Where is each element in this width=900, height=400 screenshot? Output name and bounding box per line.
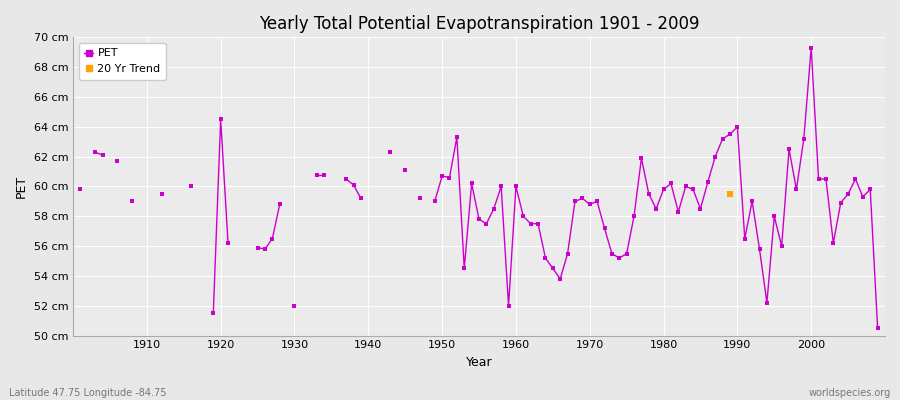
- Point: [782, 146, 796, 152]
- Point: [826, 240, 841, 246]
- Point: [686, 186, 700, 193]
- Point: [516, 213, 530, 220]
- Point: [110, 158, 124, 164]
- Point: [804, 44, 818, 51]
- Point: [317, 171, 331, 178]
- Point: [833, 200, 848, 206]
- Point: [649, 206, 663, 212]
- Text: Latitude 47.75 Longitude -84.75: Latitude 47.75 Longitude -84.75: [9, 388, 166, 398]
- Point: [257, 246, 272, 252]
- Point: [273, 201, 287, 208]
- Point: [575, 195, 590, 202]
- Point: [287, 302, 302, 309]
- Point: [538, 255, 553, 261]
- Point: [634, 155, 649, 161]
- Point: [561, 250, 575, 257]
- Point: [442, 174, 456, 181]
- Point: [501, 302, 516, 309]
- Point: [266, 236, 280, 242]
- Point: [428, 198, 442, 204]
- Point: [642, 191, 656, 197]
- Point: [206, 310, 220, 316]
- Point: [745, 198, 760, 204]
- Point: [531, 220, 545, 227]
- Point: [671, 209, 686, 215]
- Point: [796, 136, 811, 142]
- Point: [545, 265, 560, 272]
- Point: [568, 198, 582, 204]
- Point: [598, 225, 612, 232]
- Point: [760, 300, 774, 306]
- Text: worldspecies.org: worldspecies.org: [809, 388, 891, 398]
- Point: [508, 183, 523, 190]
- Point: [435, 173, 449, 179]
- Point: [472, 216, 486, 222]
- Point: [856, 194, 870, 200]
- Point: [184, 183, 198, 190]
- Point: [220, 240, 235, 246]
- Point: [125, 198, 140, 204]
- Point: [738, 236, 752, 242]
- Point: [730, 124, 744, 130]
- Point: [663, 180, 678, 187]
- Point: [73, 186, 87, 193]
- Point: [679, 183, 693, 190]
- Point: [812, 176, 826, 182]
- Point: [450, 134, 464, 140]
- Point: [819, 176, 833, 182]
- Point: [582, 201, 597, 208]
- Point: [310, 171, 324, 178]
- Point: [775, 243, 789, 249]
- Point: [612, 255, 626, 261]
- Point: [752, 246, 767, 252]
- Point: [479, 220, 493, 227]
- Point: [494, 183, 508, 190]
- Point: [590, 198, 604, 204]
- Point: [354, 195, 368, 202]
- Legend: PET, 20 Yr Trend: PET, 20 Yr Trend: [78, 43, 166, 80]
- Point: [88, 149, 103, 155]
- Point: [656, 186, 670, 193]
- Point: [863, 186, 878, 193]
- Point: [398, 167, 412, 173]
- Point: [700, 179, 715, 185]
- X-axis label: Year: Year: [465, 356, 492, 369]
- Point: [605, 250, 619, 257]
- Point: [723, 131, 737, 138]
- Point: [849, 176, 863, 182]
- Y-axis label: PET: PET: [15, 175, 28, 198]
- Point: [413, 195, 428, 202]
- Point: [487, 206, 501, 212]
- Point: [457, 265, 472, 272]
- Point: [619, 250, 634, 257]
- Point: [464, 180, 479, 187]
- Point: [95, 152, 110, 158]
- Point: [693, 206, 707, 212]
- Point: [346, 182, 361, 188]
- Point: [708, 154, 723, 160]
- Point: [716, 136, 730, 142]
- Point: [553, 276, 567, 282]
- Point: [767, 213, 781, 220]
- Point: [213, 116, 228, 122]
- Point: [250, 244, 265, 251]
- Point: [339, 176, 354, 182]
- Point: [524, 220, 538, 227]
- Point: [841, 191, 855, 197]
- Point: [870, 325, 885, 331]
- Point: [383, 149, 398, 155]
- Title: Yearly Total Potential Evapotranspiration 1901 - 2009: Yearly Total Potential Evapotranspiratio…: [259, 15, 699, 33]
- Point: [626, 213, 641, 220]
- Point: [155, 191, 169, 197]
- Point: [789, 186, 804, 193]
- Point: [723, 191, 737, 197]
